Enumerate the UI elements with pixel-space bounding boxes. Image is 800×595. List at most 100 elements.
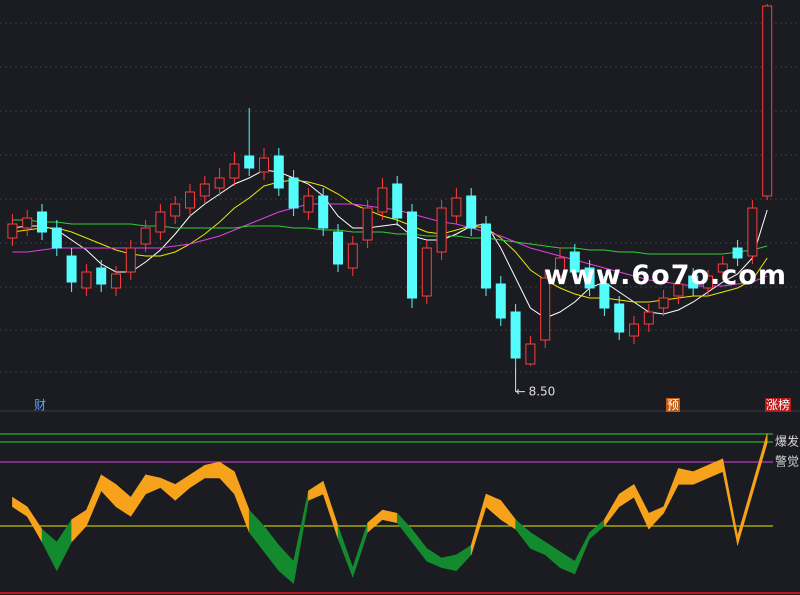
band-segment — [692, 464, 709, 485]
min-arrow: ← — [516, 385, 526, 399]
ma-line — [12, 179, 768, 303]
candle-body — [688, 275, 699, 289]
band-segment — [470, 493, 487, 555]
candle-body — [421, 247, 432, 297]
band-segment — [589, 519, 605, 540]
candle-body — [407, 211, 417, 299]
min-label: 8.50 — [529, 385, 556, 399]
band-segment — [411, 528, 428, 562]
band-segment — [574, 532, 590, 575]
candle-body — [273, 155, 284, 189]
event-tag: 财 — [34, 398, 47, 412]
band-segment — [678, 468, 694, 485]
candle-body — [629, 323, 639, 337]
level-label: 警觉 — [775, 454, 799, 469]
candle-body — [555, 257, 565, 277]
candle-body — [7, 223, 18, 239]
band-segment — [189, 464, 206, 489]
band-segment — [752, 433, 768, 495]
band-segment — [633, 484, 650, 530]
band-segment — [604, 493, 620, 527]
band-segment — [174, 474, 191, 501]
candle-body — [732, 247, 743, 259]
candle-body — [185, 191, 195, 209]
candle-body — [525, 343, 536, 365]
band-segment — [160, 477, 176, 501]
band-segment — [382, 509, 398, 524]
candle-body — [436, 207, 447, 253]
candle-body — [569, 251, 580, 273]
candle-body — [510, 311, 521, 359]
band-segment — [337, 525, 354, 578]
candle-body — [466, 195, 477, 229]
ma-line — [12, 169, 768, 319]
band-segment — [219, 461, 235, 495]
candle-body — [392, 183, 403, 219]
band-segment — [145, 474, 161, 495]
band-segment — [352, 522, 368, 578]
band-segment — [293, 490, 309, 584]
candle-body — [540, 277, 551, 341]
band-segment — [426, 547, 442, 568]
band-segment — [56, 518, 72, 571]
candle-body — [244, 155, 255, 169]
band-segment — [130, 473, 146, 518]
candle-body — [347, 243, 358, 269]
candle-body — [125, 247, 136, 273]
candle-body — [288, 177, 299, 209]
band-segment — [500, 499, 516, 530]
candle-body — [155, 211, 166, 233]
candle-body — [747, 207, 758, 257]
candle-body — [481, 223, 491, 289]
candle-body — [495, 283, 506, 319]
band-segment — [722, 458, 738, 546]
candle-body — [66, 255, 77, 283]
band-segment — [737, 484, 753, 546]
band-segment — [100, 474, 117, 508]
candle-body — [259, 157, 269, 173]
ma-line — [12, 219, 768, 255]
band-segment — [26, 505, 43, 543]
band-segment — [663, 468, 679, 514]
band-segment — [204, 461, 220, 479]
candle-body — [96, 267, 107, 285]
candle-body — [614, 303, 625, 333]
band-segment — [485, 493, 502, 521]
candle-body — [377, 187, 388, 213]
band-segment — [544, 541, 561, 569]
band-segment — [12, 496, 28, 517]
ma-line — [12, 203, 768, 287]
candle-body — [303, 195, 314, 213]
band-segment — [456, 544, 472, 572]
candle-body — [673, 283, 684, 297]
candle-body — [199, 183, 210, 197]
candle-body — [643, 311, 654, 325]
watermark: www.6o7o.com — [544, 260, 787, 291]
event-tag: 预 — [666, 398, 681, 412]
band-segment — [71, 509, 87, 543]
candle-body — [37, 211, 47, 233]
candle-body — [170, 203, 181, 217]
candle-body — [658, 297, 669, 309]
band-segment — [515, 519, 531, 550]
band-segment — [234, 471, 250, 533]
band-segment — [41, 528, 58, 571]
band-segment — [322, 481, 339, 539]
candle-body — [81, 271, 92, 289]
candle-body — [717, 263, 728, 273]
candle-body — [451, 197, 462, 217]
band-segment — [441, 554, 457, 572]
candle-body — [229, 163, 240, 179]
band-segment — [263, 525, 280, 572]
band-segment — [278, 544, 294, 585]
candle-body — [584, 267, 595, 289]
band-segment — [396, 512, 413, 543]
candle-body — [333, 231, 343, 265]
band-segment — [618, 483, 635, 508]
candle-body — [318, 195, 329, 229]
band-segment — [559, 551, 576, 575]
band-segment — [367, 509, 383, 533]
candle-body — [599, 283, 610, 309]
